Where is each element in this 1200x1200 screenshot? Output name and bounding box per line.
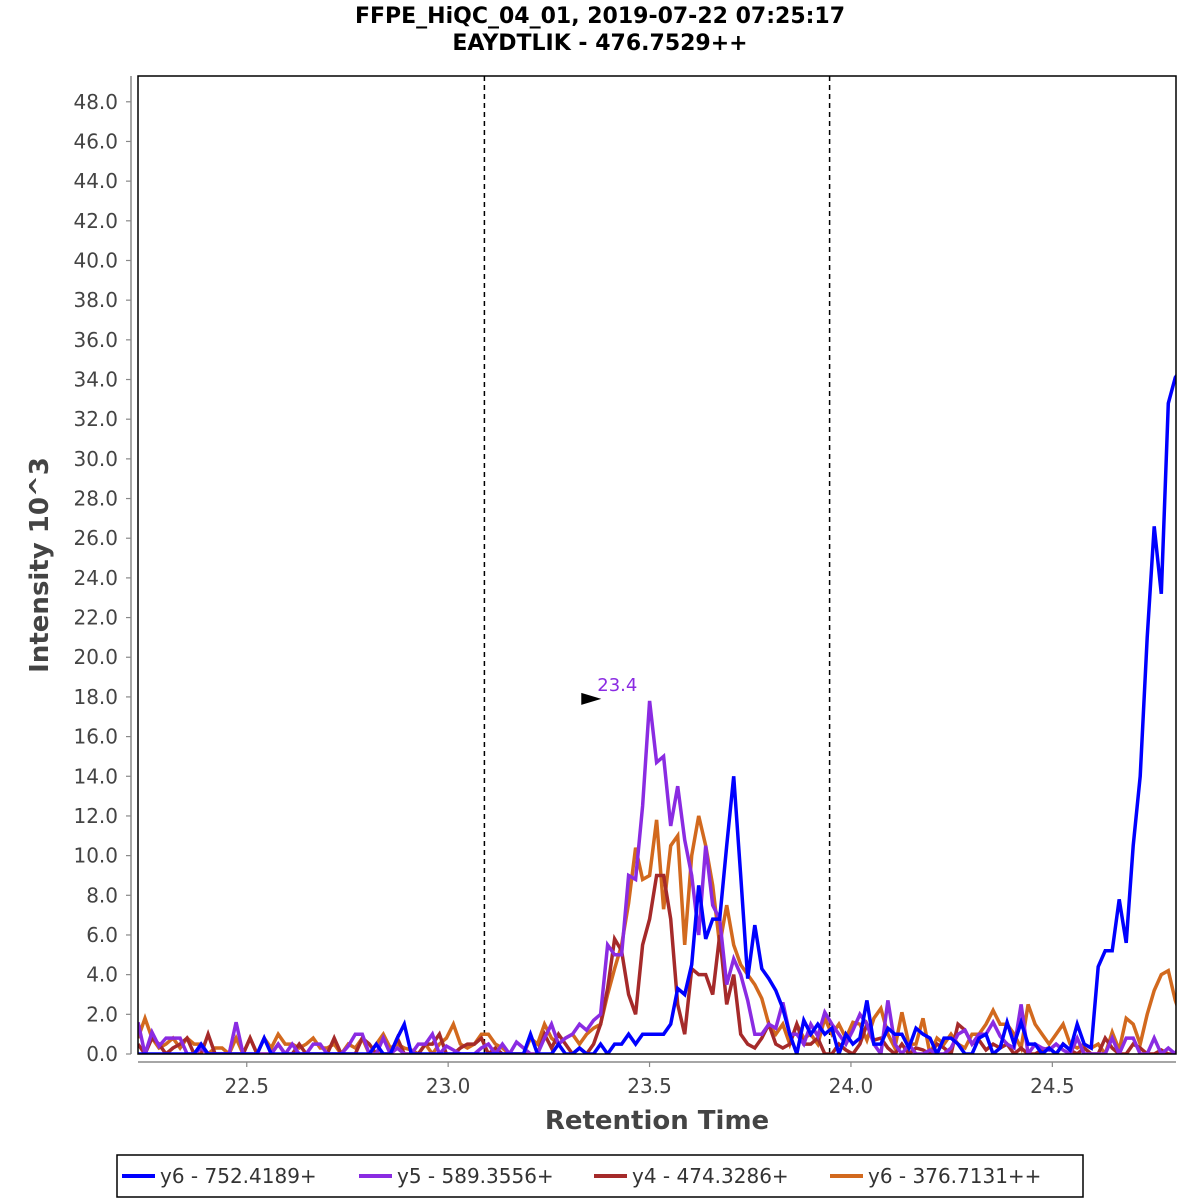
- y-tick-label: 26.0: [73, 526, 118, 550]
- y-tick-label: 20.0: [73, 645, 118, 669]
- legend-label: y4 - 474.3286+: [632, 1164, 789, 1188]
- y-tick-label: 44.0: [73, 169, 118, 193]
- y-tick-label: 46.0: [73, 129, 118, 153]
- y-tick-label: 32.0: [73, 407, 118, 431]
- y-tick-label: 2.0: [86, 1002, 118, 1026]
- y-tick-label: 6.0: [86, 923, 118, 947]
- y-tick-label: 4.0: [86, 963, 118, 987]
- legend-item: y4 - 474.3286+: [594, 1164, 789, 1188]
- chart-title: FFPE_HiQC_04_01, 2019-07-22 07:25:17: [355, 4, 845, 29]
- peak-boundaries: [483, 76, 831, 1054]
- peak-arrow-icon: [581, 692, 602, 705]
- y-tick-label: 42.0: [73, 209, 118, 233]
- y-tick-label: 12.0: [73, 804, 118, 828]
- x-tick-label: 24.5: [1030, 1074, 1075, 1098]
- x-tick-label: 24.0: [829, 1074, 874, 1098]
- y-tick-label: 48.0: [73, 90, 118, 114]
- y-tick-label: 34.0: [73, 368, 118, 392]
- peak-annotation: 23.4: [581, 675, 637, 705]
- y-tick-label: 18.0: [73, 685, 118, 709]
- y-tick-label: 24.0: [73, 566, 118, 590]
- series-line: [138, 373, 1176, 1054]
- y-tick-label: 10.0: [73, 844, 118, 868]
- x-tick-label: 23.5: [627, 1074, 672, 1098]
- peak-annotation-label: 23.4: [597, 675, 637, 696]
- x-tick-label: 22.5: [224, 1074, 269, 1098]
- y-tick-label: 22.0: [73, 606, 118, 630]
- legend-label: y6 - 752.4189+: [160, 1164, 317, 1188]
- y-tick-label: 14.0: [73, 764, 118, 788]
- legend-label: y5 - 589.3556+: [397, 1164, 554, 1188]
- y-tick-label: 36.0: [73, 328, 118, 352]
- x-axis: 22.5 23.0 23.5 24.0 24.5: [138, 1061, 1176, 1098]
- legend-item: y6 - 752.4189+: [122, 1164, 317, 1188]
- series-layer: [138, 373, 1176, 1054]
- y-tick-label: 0.0: [86, 1042, 118, 1066]
- y-tick-label: 28.0: [73, 487, 118, 511]
- y-tick-label: 8.0: [86, 883, 118, 907]
- y-tick-label: 16.0: [73, 725, 118, 749]
- series-line: [138, 700, 1176, 1054]
- x-axis-title: Retention Time: [545, 1106, 769, 1136]
- y-tick-label: 30.0: [73, 447, 118, 471]
- y-axis-title: Intensity 10^3: [25, 457, 55, 673]
- plot-frame: [137, 75, 1177, 1055]
- y-axis: 0.0 2.0 4.0 6.0 8.0 10.0 12.0 14.0 16.0 18.0 20.0 2…: [73, 76, 132, 1066]
- x-tick-label: 23.0: [426, 1074, 471, 1098]
- legend-item: y6 - 376.7131++: [830, 1164, 1041, 1188]
- chart-subtitle: EAYDTLIK - 476.7529++: [452, 31, 747, 56]
- legend-label: y6 - 376.7131++: [868, 1164, 1041, 1188]
- legend: y6 - 752.4189+ y5 - 589.3556+ y4 - 474.3…: [116, 1154, 1084, 1198]
- legend-item: y5 - 589.3556+: [359, 1164, 554, 1188]
- y-tick-label: 38.0: [73, 288, 118, 312]
- y-tick-label: 40.0: [73, 248, 118, 272]
